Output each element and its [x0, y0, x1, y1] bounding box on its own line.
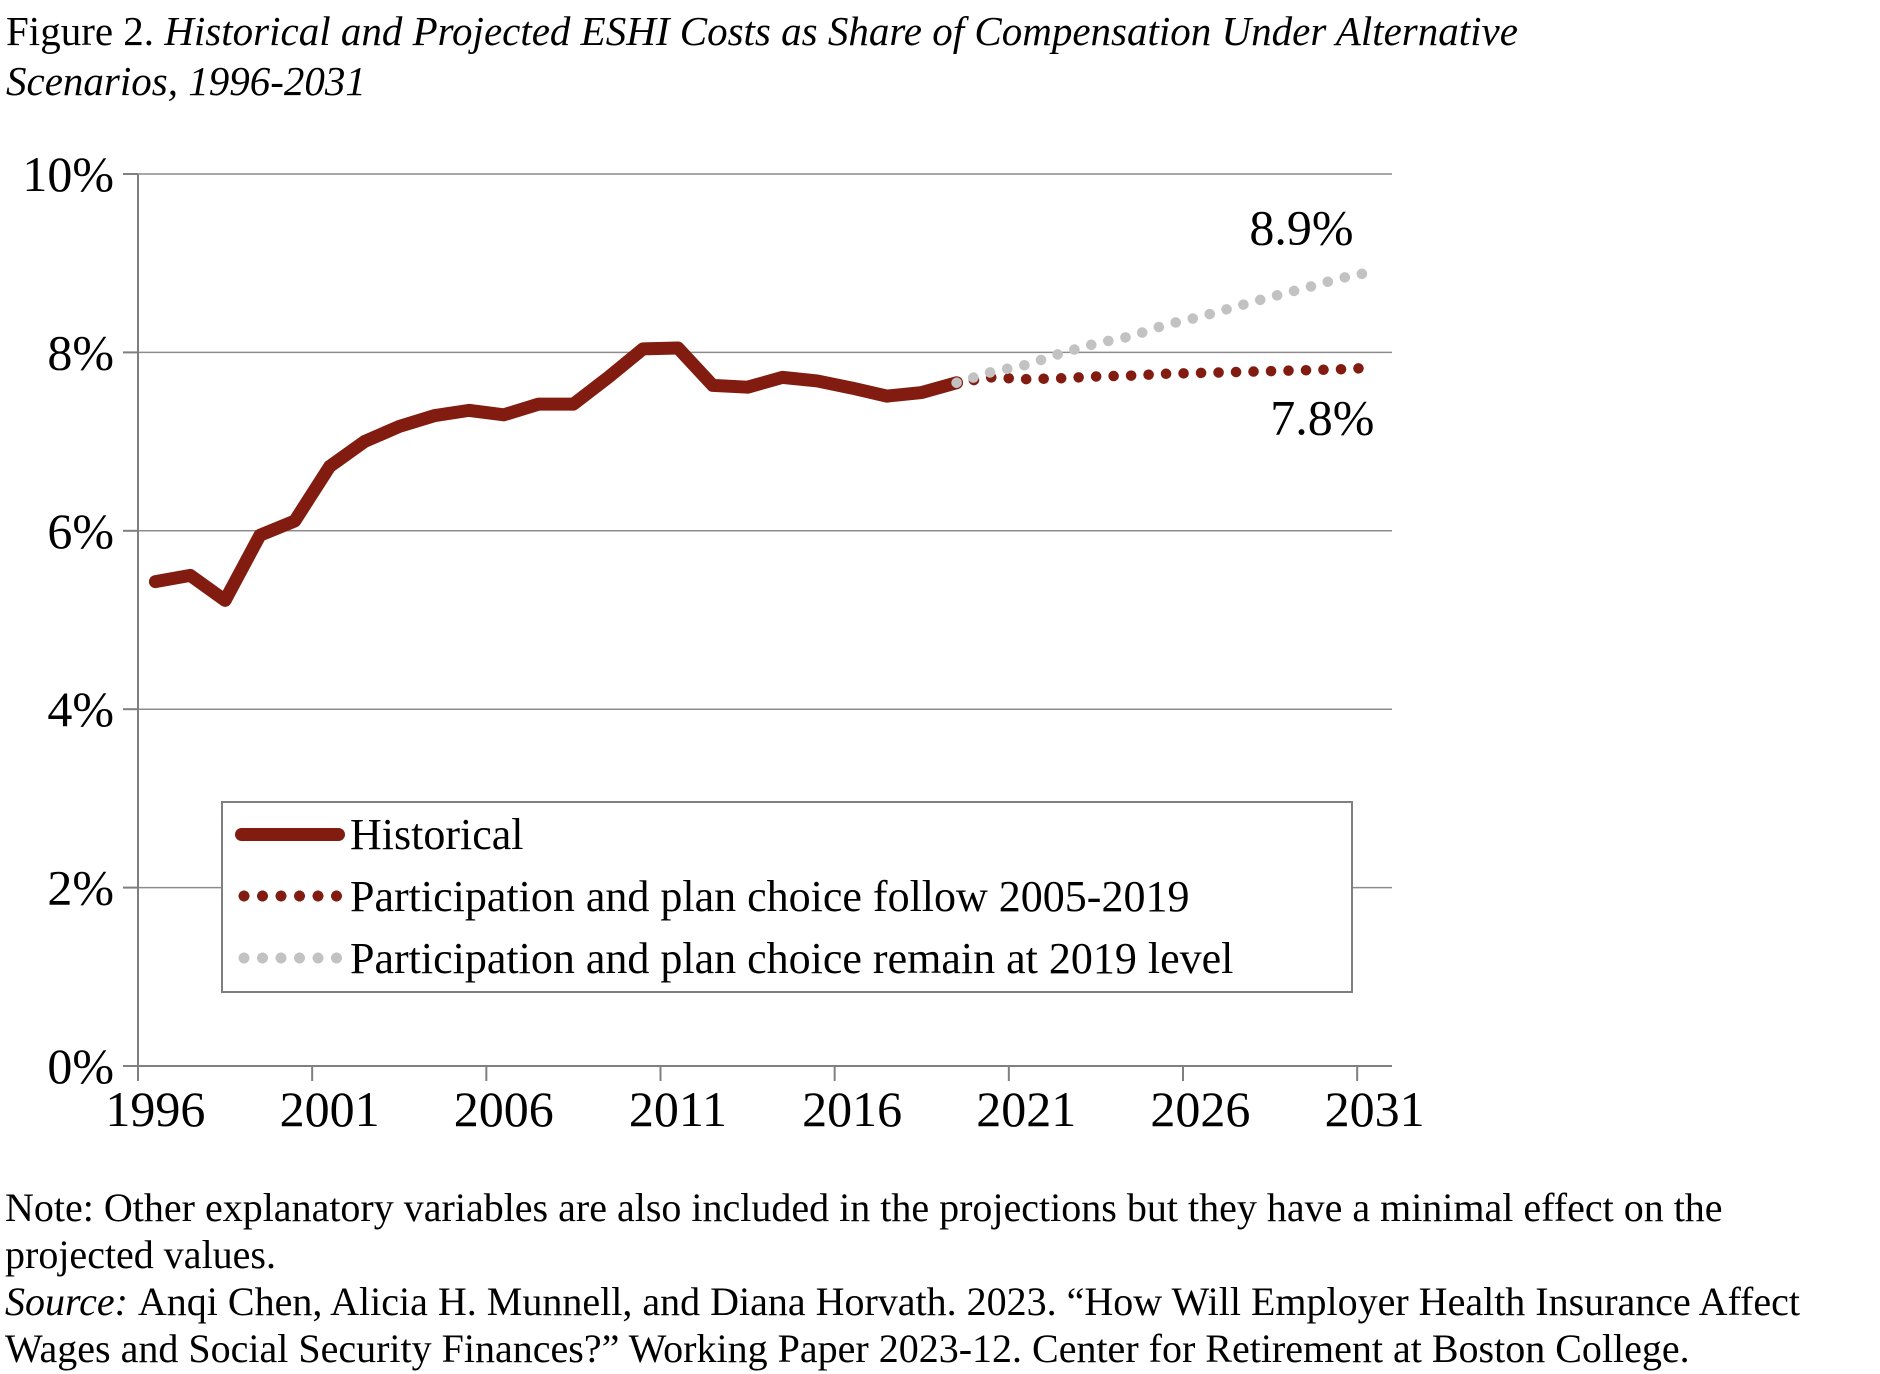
note-line1: Note: Other explanatory variables are al… — [5, 1185, 1723, 1230]
series-line-historical — [148, 341, 964, 607]
chart-legend: Historical Participation and plan choice… — [221, 801, 1353, 993]
legend-item-follow-2005-2019: Participation and plan choice follow 200… — [223, 865, 1351, 927]
source-line2: Wages and Social Security Finances?” Wor… — [5, 1326, 1690, 1371]
note-block: Note: Other explanatory variables are al… — [5, 1184, 1800, 1372]
note-line2: projected values. — [5, 1232, 276, 1277]
figure-title-line2: Scenarios, 1996-2031 — [6, 58, 366, 104]
source-line1: Source: Anqi Chen, Alicia H. Munnell, an… — [5, 1278, 1800, 1325]
figure-title-line1: Figure 2. Historical and Projected ESHI … — [6, 6, 1518, 56]
legend-item-historical: Historical — [223, 803, 1351, 865]
y-axis-label-4%: 4% — [47, 681, 114, 737]
x-axis-label-2021: 2021 — [976, 1081, 1076, 1137]
legend-label: Historical — [350, 809, 524, 859]
y-axis-label-6%: 6% — [47, 503, 114, 559]
x-axis-label-2001: 2001 — [280, 1081, 380, 1137]
y-axis-label-10%: 10% — [22, 146, 114, 202]
legend-item-remain-2019: Participation and plan choice remain at … — [223, 927, 1351, 989]
figure-number: Figure 2. — [6, 8, 165, 54]
x-axis-label-2026: 2026 — [1150, 1081, 1250, 1137]
value-label-8.9%: 8.9% — [1249, 200, 1353, 256]
x-axis-label-2006: 2006 — [454, 1081, 554, 1137]
y-axis-label-8%: 8% — [47, 324, 114, 380]
legend-swatch-gray-dotted-line — [235, 952, 345, 964]
source-text: Anqi Chen, Alicia H. Munnell, and Diana … — [137, 1279, 1800, 1324]
y-axis-label-2%: 2% — [47, 860, 114, 916]
source-label: Source: — [5, 1279, 138, 1324]
x-axis-label-1996: 1996 — [105, 1081, 205, 1137]
value-label-7.8%: 7.8% — [1270, 390, 1374, 446]
legend-swatch-solid-line — [235, 827, 345, 841]
figure-title-text: Historical and Projected ESHI Costs as S… — [164, 8, 1518, 54]
series-line-participation-and-plan-choice-remain-at-2019-level — [951, 265, 1380, 388]
figure-title: Figure 2. Historical and Projected ESHI … — [6, 6, 1518, 106]
x-axis-label-2031: 2031 — [1325, 1081, 1425, 1137]
y-axis-label-0%: 0% — [47, 1038, 114, 1094]
legend-label: Participation and plan choice follow 200… — [350, 871, 1190, 921]
legend-swatch-red-dotted-line — [235, 890, 345, 902]
series-line-participation-and-plan-choice-follow-2005-2019 — [951, 362, 1380, 388]
x-axis-label-2016: 2016 — [802, 1081, 902, 1137]
legend-label: Participation and plan choice remain at … — [350, 933, 1234, 983]
x-axis-label-2011: 2011 — [629, 1081, 727, 1137]
